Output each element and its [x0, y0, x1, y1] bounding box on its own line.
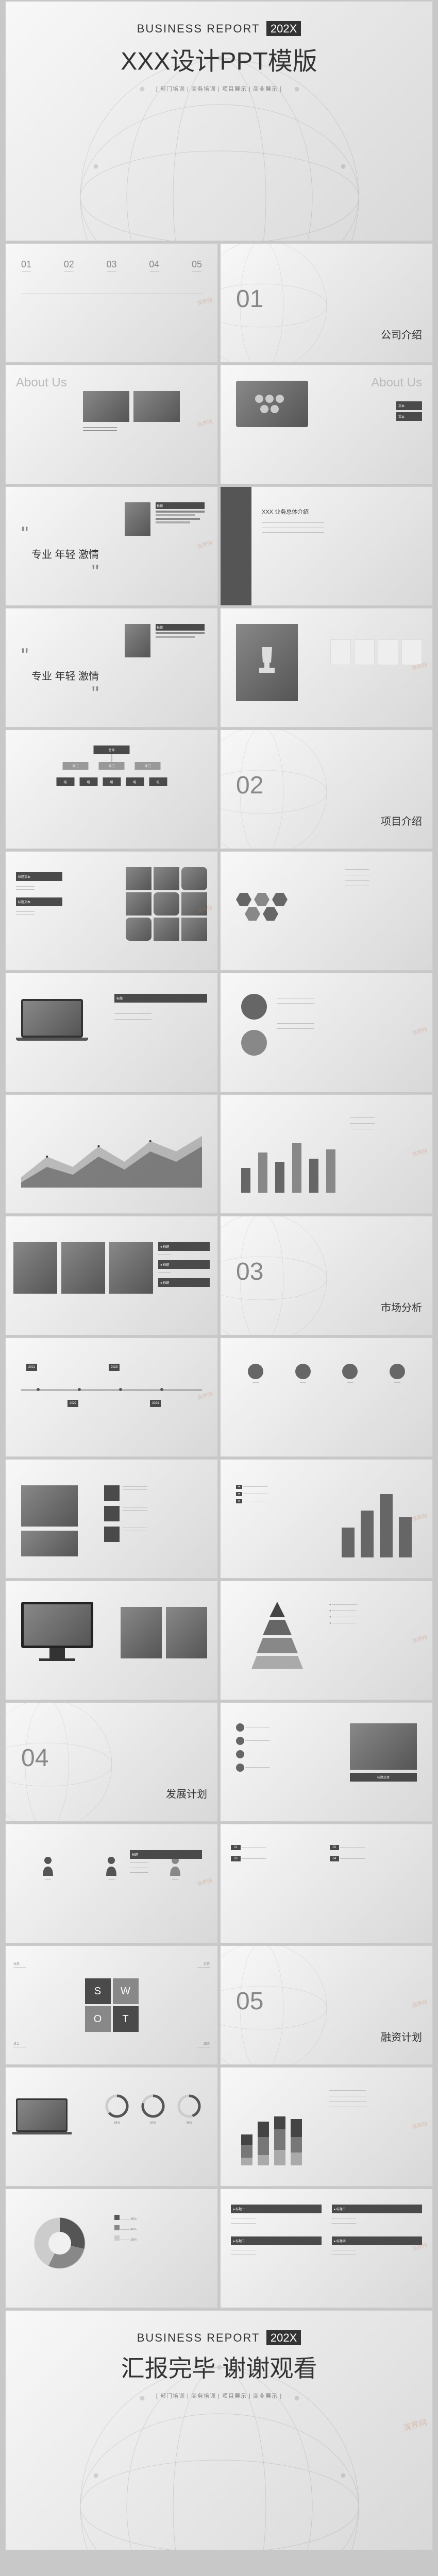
about-slide-2: About Us 文本 文本: [220, 365, 433, 484]
closing-slide: BUSINESS REPORT 202X 汇报完毕 谢谢观看 [ 部门培训 | …: [5, 2310, 433, 2550]
section-title: 公司介绍: [381, 327, 422, 342]
trophy-slide: 演界网: [220, 608, 433, 727]
area-chart-slide: [5, 1094, 218, 1214]
monitor-photo-slide: [5, 1581, 218, 1700]
trophy-icon: [251, 642, 282, 683]
section-03-slide: 03 市场分析: [220, 1216, 433, 1335]
cover-tags: [ 部门培训 | 商务培训 | 项目展示 | 商业展示 ]: [6, 84, 432, 93]
quote-slide-2: " 专业 年轻 激情 " 标题: [5, 608, 218, 727]
pyramid-slide: ● ————————● ————————● ————————● ————————…: [220, 1581, 433, 1700]
section-04-slide: 04 发展计划: [5, 1702, 218, 1822]
bar-chart-slide: ———————————————————————— 演界网: [220, 1094, 433, 1214]
people-chart-slide: —— —— —— 标题 —————————————————— 演界网: [5, 1824, 218, 1943]
laptop-slide: 标题 ————————————————————————————————————: [5, 973, 218, 1092]
pie-chart: [31, 2215, 88, 2272]
circles-text-slide: ———————————————————————— ———————————————…: [220, 973, 433, 1092]
agenda-slide: 01——— 02——— 03——— 04——— 05——— 演界网: [5, 243, 218, 363]
two-col-text-slide: ● 标题一 ———————————————————————— ● 标题二 ———…: [220, 2189, 433, 2308]
section-01-slide: 01 公司介绍: [220, 243, 433, 363]
hexagon-slide: ————————————————————————————————: [220, 851, 433, 971]
about-slide-1: About Us —————————————————————— 演界网: [5, 365, 218, 484]
content-tiles-slide: 标题文本 ———————————— 标题文本 ———————————— 演界网: [5, 851, 218, 971]
watermark: 演界网: [196, 295, 213, 307]
team-list-slide: ———————— ———————— ———————— ———————— 标题文本: [220, 1702, 433, 1822]
orgchart-slide: 总部 部门 部门 部门 组 组 组 组 组: [5, 730, 218, 849]
section-05-slide: 05 融资计划 演界网: [220, 1945, 433, 2065]
column-chart-slide: ● ———————— ● ———————— ● ———————— 演界网: [220, 1459, 433, 1579]
stacked-bars-slide: ————————————————————————————————————————…: [220, 2067, 433, 2187]
pyramid-icon: [251, 1602, 303, 1669]
closing-tags: [ 部门培训 | 商务培训 | 项目展示 | 商业展示 ]: [6, 2392, 432, 2400]
cover-slide: BUSINESS REPORT 202X XXX设计PPT模版 [ 部门培训 |…: [5, 1, 433, 241]
cover-title: XXX设计PPT模版: [6, 41, 432, 77]
timeline-slide: 2021 2022 2023 2024 演界网: [5, 1337, 218, 1457]
pie-chart-slide: ——— 35% ——— 40% ——— 25%: [5, 2189, 218, 2308]
closing-subtitle: BUSINESS REPORT 202X: [6, 2331, 432, 2345]
section-02-slide: 02 项目介绍: [220, 730, 433, 849]
closing-title: 汇报完毕 谢谢观看: [6, 2350, 432, 2384]
four-box-slide: 01 ———————— 02 ———————— 03 ———————— 04 —…: [220, 1824, 433, 1943]
laptop-gauges-slide: 65% 80% 45%: [5, 2067, 218, 2187]
mission-slide: XXX 业务总体介绍 ———————————————————— ————————…: [220, 486, 433, 606]
gauge-icon: [104, 2093, 130, 2119]
quote-slide-1: " 专业 年轻 激情 " 标题 演界网: [5, 486, 218, 606]
cover-subtitle: BUSINESS REPORT 202X: [6, 22, 432, 36]
swot-slide: S W O T 优势———— 劣势———— 机会———— 威胁————: [5, 1945, 218, 2065]
area-chart: [21, 1121, 202, 1193]
photo-strip-slide: ● 标题 ———— ● 标题 ———— ● 标题: [5, 1216, 218, 1335]
person-icon: [40, 1855, 56, 1876]
icons-grid-slide: —— —— —— ——: [220, 1337, 433, 1457]
handshake-slide: ———————————————— ———————————————— ——————…: [5, 1459, 218, 1579]
